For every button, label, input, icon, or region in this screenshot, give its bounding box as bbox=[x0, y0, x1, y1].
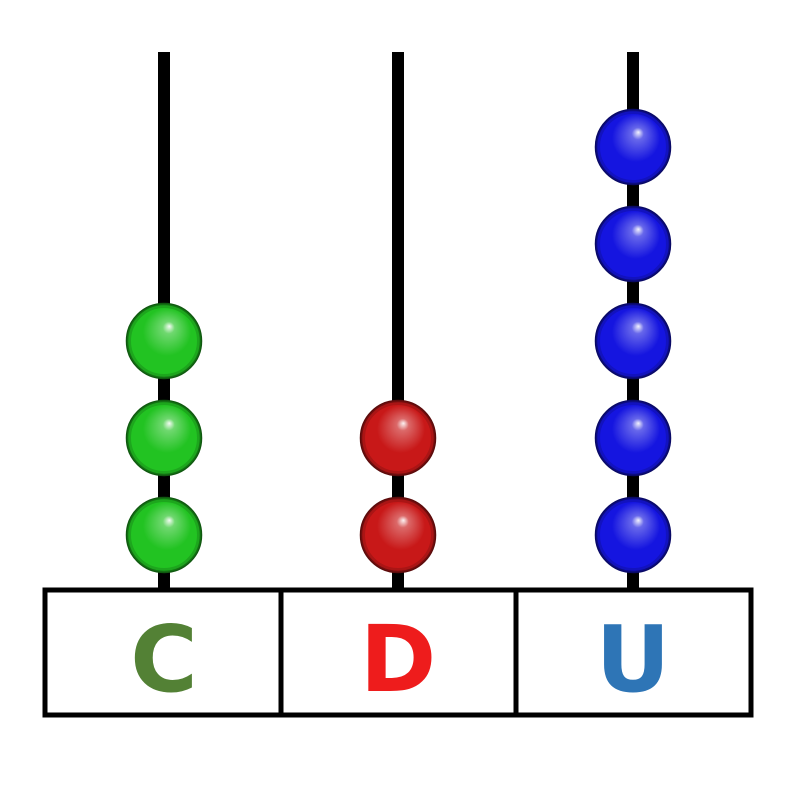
bead-u-4 bbox=[594, 205, 672, 283]
base-box: C D U bbox=[42, 587, 754, 718]
column-label-c: C bbox=[130, 606, 198, 713]
bead-u-2 bbox=[594, 399, 672, 477]
column-label-u: U bbox=[596, 606, 671, 713]
column-label-d: D bbox=[360, 606, 436, 713]
bead-u-1 bbox=[594, 496, 672, 574]
bead-c-3 bbox=[125, 302, 203, 380]
base-frame bbox=[42, 587, 754, 718]
bead-c-2 bbox=[125, 399, 203, 477]
bead-u-5 bbox=[594, 108, 672, 186]
bead-d-2 bbox=[359, 399, 437, 477]
bead-u-3 bbox=[594, 302, 672, 380]
bead-c-1 bbox=[125, 496, 203, 574]
bead-d-1 bbox=[359, 496, 437, 574]
beads-group bbox=[125, 108, 672, 574]
